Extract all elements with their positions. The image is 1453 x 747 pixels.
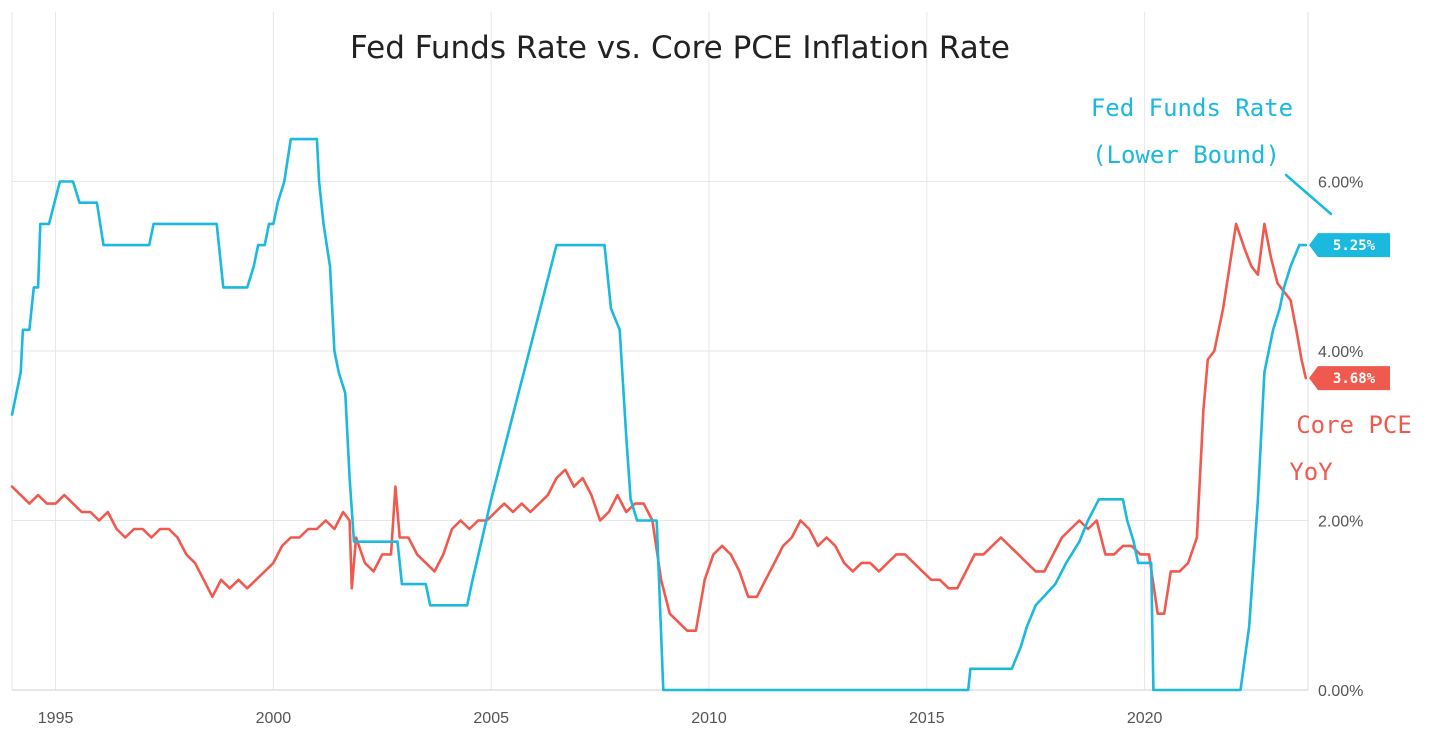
x-tick-label: 1995 (38, 710, 74, 727)
series-layer (10, 137, 1308, 692)
fed-funds-annotation-pointer (1284, 173, 1333, 216)
fed-funds-value-badge: 5.25% (1309, 233, 1390, 258)
chart-title: Fed Funds Rate vs. Core PCE Inflation Ra… (350, 30, 1010, 66)
core-pce-annotation-line-1: Core PCE (1296, 411, 1412, 439)
y-tick-label: 0.00% (1318, 683, 1363, 700)
x-tick-label: 2010 (691, 710, 727, 727)
fed-funds-annotation-line-2: (Lower Bound) (1092, 141, 1280, 169)
x-tick-label: 2000 (256, 710, 292, 727)
fed-funds-rate-line (10, 137, 1308, 692)
core-pce-line (10, 222, 1308, 632)
y-tick-label: 4.00% (1318, 344, 1363, 361)
value-badge-shape (1309, 233, 1390, 258)
y-tick-label: 6.00% (1318, 175, 1363, 192)
x-tick-label: 2020 (1127, 710, 1163, 727)
core-pce-value-badge: 3.68% (1309, 366, 1390, 391)
axes: 0.00% 2.00% 4.00% 6.00% 1995 2000 2005 2010 2015… (11, 12, 1363, 727)
core-pce-annotation-line-2: YoY (1289, 458, 1333, 486)
value-badge-text: 5.25% (1333, 238, 1376, 254)
x-tick-label: 2005 (473, 710, 509, 727)
value-badge-text: 3.68% (1333, 371, 1376, 387)
value-badge-shape (1309, 366, 1390, 391)
x-tick-label: 2015 (909, 710, 945, 727)
y-tick-label: 2.00% (1318, 514, 1363, 531)
fed-funds-annotation-line-1: Fed Funds Rate (1091, 94, 1293, 122)
label-layer: 5.25% 3.68% Fed Funds Rate (Lower Bound) Cor… (1091, 94, 1412, 486)
